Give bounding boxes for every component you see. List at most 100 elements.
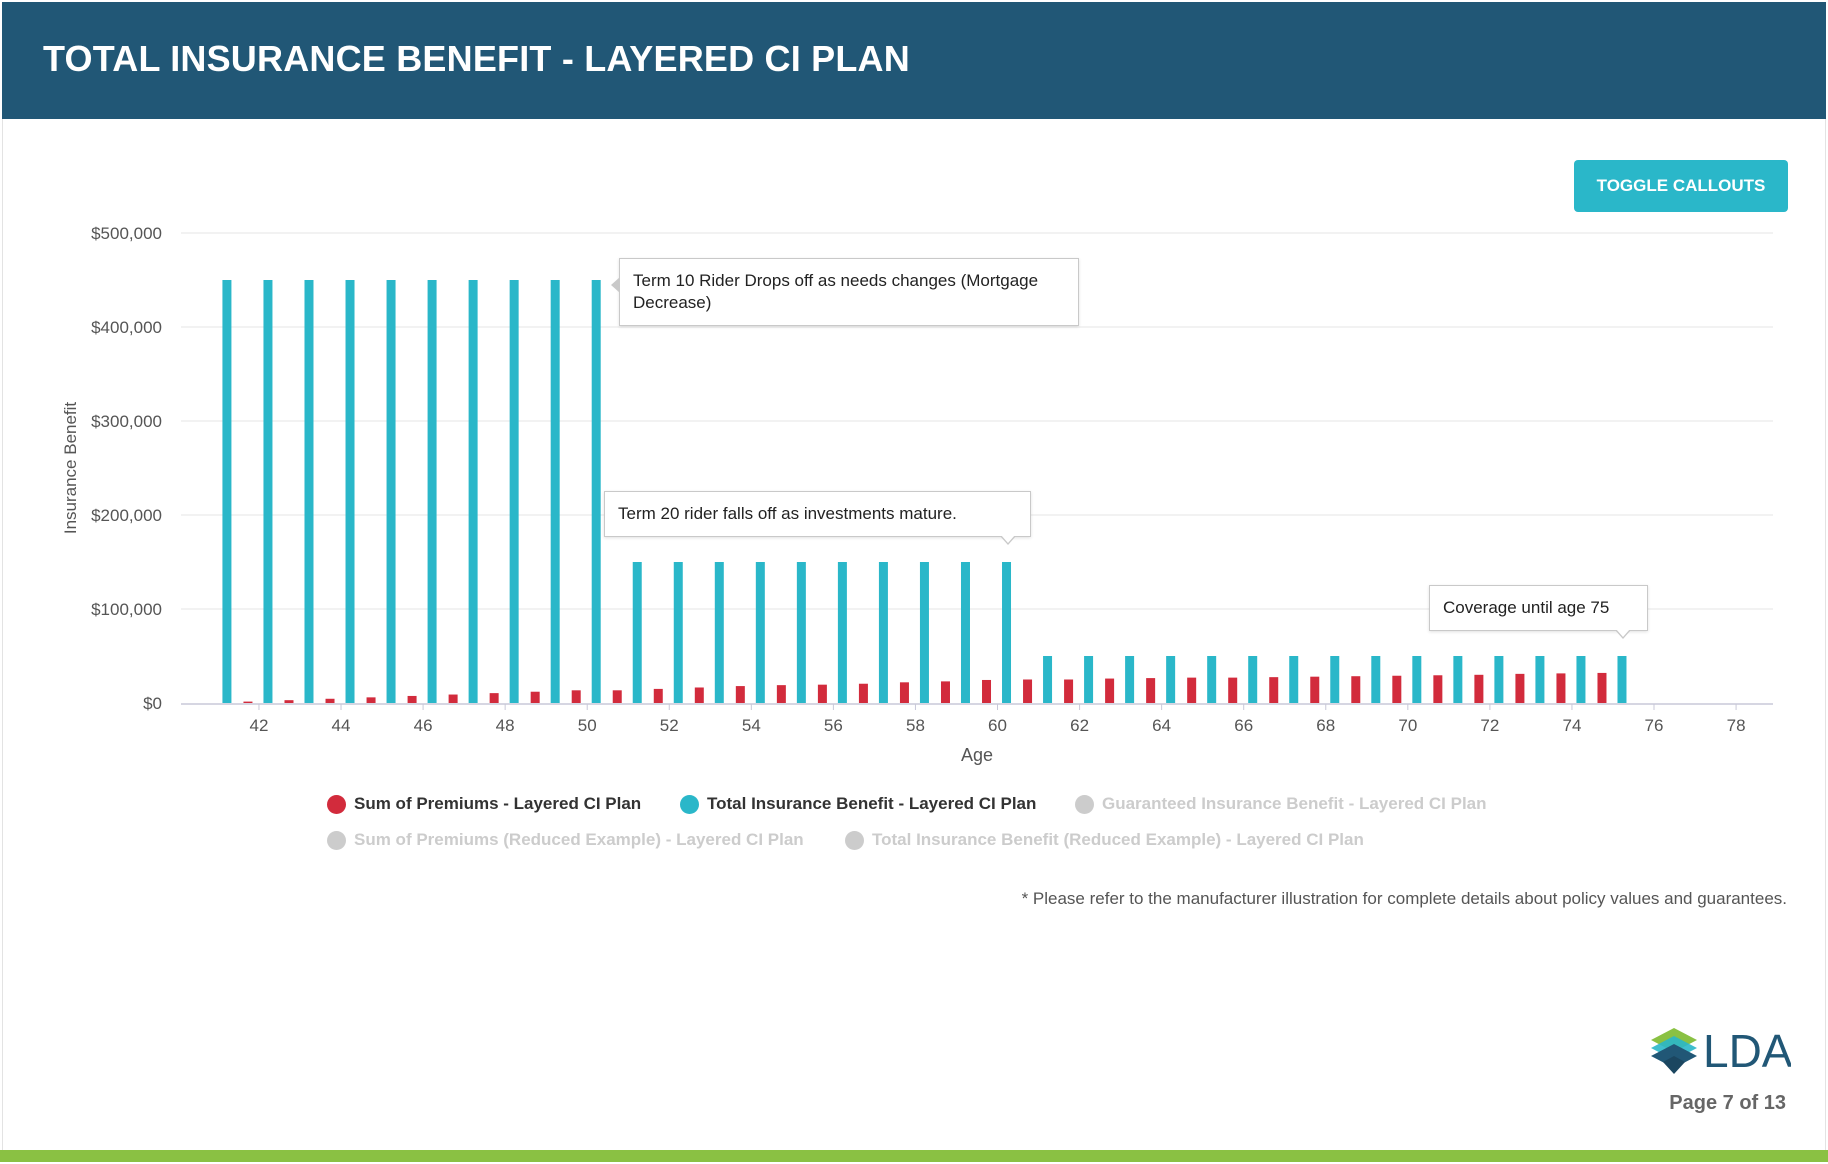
x-tick-label: 48 bbox=[496, 716, 515, 735]
premium-bar[interactable] bbox=[653, 688, 663, 703]
premium-bar[interactable] bbox=[1228, 677, 1238, 703]
y-tick-label: $400,000 bbox=[91, 318, 162, 337]
x-tick-label: 66 bbox=[1234, 716, 1253, 735]
benefit-bar[interactable] bbox=[755, 562, 765, 703]
legend-item[interactable]: Sum of Premiums (Reduced Example) - Laye… bbox=[327, 830, 804, 850]
premium-bar[interactable] bbox=[982, 679, 992, 703]
benefit-bar[interactable] bbox=[1494, 656, 1504, 703]
premium-bar[interactable] bbox=[694, 687, 704, 703]
premium-bar[interactable] bbox=[1023, 679, 1033, 704]
premium-bar[interactable] bbox=[1187, 677, 1197, 703]
x-tick-label: 74 bbox=[1562, 716, 1581, 735]
toggle-callouts-button[interactable]: TOGGLE CALLOUTS bbox=[1574, 160, 1788, 212]
legend-item[interactable]: Total Insurance Benefit (Reduced Example… bbox=[845, 830, 1364, 850]
benefit-bar[interactable] bbox=[591, 280, 601, 703]
benefit-bar[interactable] bbox=[1535, 656, 1545, 703]
premium-bar[interactable] bbox=[1597, 672, 1607, 703]
benefit-bar[interactable] bbox=[673, 562, 683, 703]
premium-bar[interactable] bbox=[1515, 673, 1525, 703]
benefit-bar[interactable] bbox=[550, 280, 560, 703]
lda-logo-mark-icon bbox=[1651, 1028, 1697, 1074]
benefit-bar[interactable] bbox=[1576, 656, 1586, 703]
premium-bar[interactable] bbox=[1351, 676, 1361, 703]
legend-item[interactable]: Guaranteed Insurance Benefit - Layered C… bbox=[1075, 794, 1487, 814]
benefit-bar[interactable] bbox=[714, 562, 724, 703]
benefit-bar[interactable] bbox=[1371, 656, 1381, 703]
footnote: * Please refer to the manufacturer illus… bbox=[1021, 889, 1787, 908]
x-tick-label: 76 bbox=[1645, 716, 1664, 735]
benefit-bar[interactable] bbox=[1002, 562, 1012, 703]
benefit-bar[interactable] bbox=[1125, 656, 1135, 703]
premium-bar[interactable] bbox=[776, 685, 786, 703]
legend-label: Sum of Premiums - Layered CI Plan bbox=[354, 794, 642, 813]
benefit-bar[interactable] bbox=[1289, 656, 1299, 703]
legend-item[interactable]: Total Insurance Benefit - Layered CI Pla… bbox=[680, 794, 1036, 814]
premium-bar[interactable] bbox=[571, 690, 581, 703]
premium-bar[interactable] bbox=[325, 698, 335, 703]
callout-text: Coverage until age 75 bbox=[1443, 598, 1610, 617]
premium-bar[interactable] bbox=[899, 682, 909, 703]
premium-bar[interactable] bbox=[243, 701, 253, 703]
benefit-bar[interactable] bbox=[960, 562, 970, 703]
benefit-bar[interactable] bbox=[796, 562, 806, 703]
bottom-accent-bar bbox=[0, 1150, 1828, 1162]
benefit-bar[interactable] bbox=[837, 562, 847, 703]
benefit-bar[interactable] bbox=[509, 280, 519, 703]
premium-bar[interactable] bbox=[1064, 679, 1074, 704]
benefit-bar[interactable] bbox=[632, 562, 642, 703]
benefit-bar[interactable] bbox=[386, 280, 396, 703]
x-tick-label: 78 bbox=[1727, 716, 1746, 735]
x-tick-label: 56 bbox=[824, 716, 843, 735]
premium-bar[interactable] bbox=[1269, 677, 1279, 703]
premium-bar[interactable] bbox=[1433, 675, 1443, 703]
premium-bar[interactable] bbox=[817, 684, 827, 703]
premium-bar[interactable] bbox=[940, 681, 950, 703]
callout-text: Term 10 Rider Drops off as needs changes… bbox=[633, 271, 1039, 312]
premium-bar[interactable] bbox=[612, 690, 622, 703]
legend-label: Total Insurance Benefit (Reduced Example… bbox=[872, 830, 1364, 849]
benefit-bar[interactable] bbox=[345, 280, 355, 703]
premium-bar[interactable] bbox=[1146, 678, 1156, 703]
premium-bar[interactable] bbox=[530, 691, 540, 703]
premium-bar[interactable] bbox=[1392, 675, 1402, 703]
benefit-bar[interactable] bbox=[1248, 656, 1258, 703]
x-tick-label: 58 bbox=[906, 716, 925, 735]
benefit-bar[interactable] bbox=[1330, 656, 1340, 703]
premium-bar[interactable] bbox=[489, 693, 499, 703]
benefit-bar[interactable] bbox=[919, 562, 929, 703]
premium-bar[interactable] bbox=[366, 697, 376, 703]
benefit-bar[interactable] bbox=[304, 280, 314, 703]
benefit-bar[interactable] bbox=[1412, 656, 1422, 703]
premium-bar[interactable] bbox=[1474, 674, 1484, 703]
benefit-bar[interactable] bbox=[878, 562, 888, 703]
callout-pointer bbox=[1614, 629, 1631, 639]
x-tick-label: 68 bbox=[1316, 716, 1335, 735]
x-tick-label: 54 bbox=[742, 716, 761, 735]
premium-bar[interactable] bbox=[1310, 676, 1320, 703]
legend-item[interactable]: Sum of Premiums - Layered CI Plan bbox=[327, 794, 641, 814]
benefit-bar[interactable] bbox=[222, 280, 232, 703]
benefit-bar[interactable] bbox=[1617, 656, 1627, 703]
premium-bar[interactable] bbox=[858, 683, 868, 703]
y-tick-label: $100,000 bbox=[91, 600, 162, 619]
premium-bar[interactable] bbox=[735, 686, 745, 703]
premium-bar[interactable] bbox=[284, 700, 294, 703]
benefit-bar[interactable] bbox=[427, 280, 437, 703]
benefit-bar[interactable] bbox=[1043, 656, 1053, 703]
benefit-bar[interactable] bbox=[468, 280, 478, 703]
y-tick-labels: $0 $100,000 $200,000 $300,000 $400,000 $500,0… bbox=[91, 224, 162, 713]
premium-bar[interactable] bbox=[407, 695, 417, 703]
premium-bar[interactable] bbox=[1556, 673, 1566, 703]
premium-bar[interactable] bbox=[448, 694, 458, 703]
x-tick-label: 62 bbox=[1070, 716, 1089, 735]
benefit-bar[interactable] bbox=[1207, 656, 1217, 703]
benefit-bar[interactable] bbox=[1166, 656, 1176, 703]
benefit-bar[interactable] bbox=[263, 280, 273, 703]
x-tick-label: 42 bbox=[249, 716, 268, 735]
benefit-bar[interactable] bbox=[1084, 656, 1094, 703]
chart-callout: Term 10 Rider Drops off as needs changes… bbox=[611, 258, 1079, 326]
premium-bar[interactable] bbox=[1105, 678, 1115, 703]
benefit-bar[interactable] bbox=[1453, 656, 1463, 703]
callout-pointer bbox=[611, 277, 620, 293]
